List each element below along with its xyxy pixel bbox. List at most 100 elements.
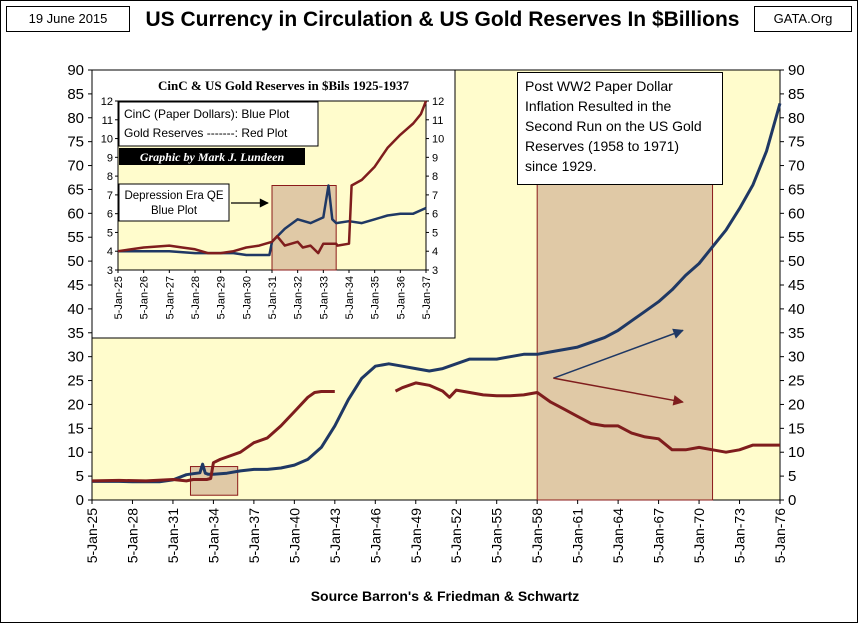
y-tick-label: 35 [788,325,805,342]
y-tick-label: 0 [76,492,84,509]
y-tick-label: 85 [67,86,84,103]
x-tick-label: 5-Jan-37 [246,508,262,563]
x-tick-label: 5-Jan-40 [286,508,302,563]
page-title: US Currency in Circulation & US Gold Res… [145,8,740,31]
callout-text: Depression Era QE Blue Plot [124,190,223,217]
inset-x-tick-label: 5-Jan-25 [113,276,125,319]
y-tick-label: 25 [67,373,84,390]
inset-x-tick-label: 5-Jan-31 [267,276,279,319]
x-tick-label: 5-Jan-25 [84,508,100,563]
y-tick-label: 30 [788,349,805,366]
x-tick-label: 5-Jan-76 [772,508,788,563]
inset-y-tick-label: 11 [102,115,113,127]
y-tick-label: 50 [788,253,805,270]
x-tick-label: 5-Jan-49 [408,508,424,563]
y-tick-label: 45 [788,277,805,294]
x-tick-label: 5-Jan-73 [732,508,748,563]
inset-legend-item: Gold Reserves -------: Red Plot [124,126,288,140]
y-tick-label: 40 [67,301,84,318]
y-tick-label: 20 [67,396,84,413]
y-tick-label: 65 [788,181,805,198]
x-axis: 5-Jan-25 5-Jan-28 5-Jan-31 5-Jan-34 5-Jan-37… [84,500,788,563]
trend-arrow [553,377,684,406]
y-tick-label: 10 [67,444,84,461]
y-tick-label: 5 [788,468,796,485]
y-tick-label: 55 [67,229,84,246]
inset-y-axis-right: 3 4 5 6 7 8 9 10 11 12 [426,96,444,277]
y-tick-label: 65 [67,181,84,198]
currency-series-line [92,102,782,484]
gold-series-line [91,381,780,483]
inset-y-tick-label: 11 [432,115,443,127]
y-tick-label: 75 [788,134,805,151]
x-tick-label: 5-Jan-55 [489,508,505,563]
x-tick-label: 5-Jan-52 [448,508,464,563]
x-tick-label: 5-Jan-61 [570,508,586,563]
y-tick-label: 75 [67,134,84,151]
annotation-note: Post WW2 Paper Dollar Inflation Resulted… [517,72,723,185]
credit-banner [119,148,305,165]
inset-y-tick-label: 5 [107,227,113,239]
y-tick-label: 20 [788,396,805,413]
trend-arrow [553,328,684,379]
inset-y-tick-label: 5 [432,227,438,239]
x-tick-label: 5-Jan-31 [165,508,181,563]
y-tick-label: 10 [788,444,805,461]
inset-x-tick-label: 5-Jan-33 [318,276,330,319]
inset-y-tick-label: 10 [432,134,444,146]
inset-y-tick-label: 6 [107,209,113,221]
y-tick-label: 90 [788,62,805,79]
x-tick-label: 5-Jan-34 [205,508,221,563]
inset-y-tick-label: 7 [432,190,438,202]
x-tick-label: 5-Jan-64 [610,508,626,563]
inset-x-tick-label: 5-Jan-35 [370,276,382,319]
inset-y-tick-label: 9 [107,152,113,164]
y-tick-label: 80 [67,110,84,127]
x-tick-label: 5-Jan-67 [651,508,667,563]
inset-y-tick-label: 8 [432,171,438,183]
y-tick-label: 80 [788,110,805,127]
inset-y-tick-label: 9 [432,152,438,164]
y-tick-label: 5 [76,468,84,485]
y-tick-label: 70 [67,158,84,175]
inset-x-tick-label: 5-Jan-36 [395,276,407,319]
inset-x-tick-label: 5-Jan-29 [216,276,228,319]
y-tick-label: 40 [788,301,805,318]
inset-legend-item: CinC (Paper Dollars): Blue Plot [124,107,290,121]
y-tick-label: 60 [67,205,84,222]
source-caption: Source Barron's & Friedman & Schwartz [310,588,580,604]
y-tick-label: 55 [788,229,805,246]
inset-y-tick-label: 4 [107,246,113,258]
y-tick-label: 45 [67,277,84,294]
y-tick-label: 15 [67,420,84,437]
inset-x-tick-label: 5-Jan-34 [344,276,356,319]
inset-y-tick-label: 4 [432,246,438,258]
inset-x-tick-label: 5-Jan-28 [190,276,202,319]
x-tick-label: 5-Jan-28 [124,508,140,563]
site-label: GATA.Org [754,6,852,32]
x-tick-label: 5-Jan-70 [691,508,707,563]
inset-x-tick-label: 5-Jan-30 [241,276,253,319]
date-label: 19 June 2015 [6,6,130,32]
y-tick-label: 70 [788,158,805,175]
inset-y-tick-label: 7 [107,190,113,202]
y-axis-left: 0 5 10 15 20 25 30 35 40 45 50 55 60 65 70 75 80 85 90 [67,62,92,509]
inset-x-tick-label: 5-Jan-32 [293,276,305,319]
inset-y-tick-label: 10 [101,134,113,146]
inset-y-tick-label: 8 [107,171,113,183]
y-tick-label: 0 [788,492,796,509]
y-tick-label: 50 [67,253,84,270]
inset-y-tick-label: 12 [101,96,113,108]
y-tick-label: 25 [788,373,805,390]
y-tick-label: 30 [67,349,84,366]
y-tick-label: 90 [67,62,84,79]
inset-y-tick-label: 6 [432,209,438,221]
inset-x-tick-label: 5-Jan-37 [421,276,433,319]
callout-box [118,183,230,222]
credit-text: Graphic by Mark J. Lundeen [140,150,285,164]
y-tick-label: 15 [788,420,805,437]
inset-legend [118,101,319,147]
inset-gold-series-line [117,100,428,255]
